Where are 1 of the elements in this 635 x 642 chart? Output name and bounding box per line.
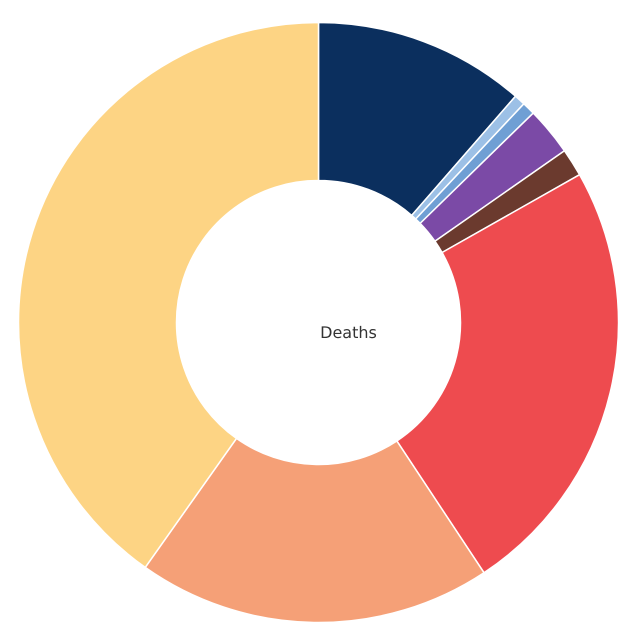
text: Deaths [320, 323, 377, 342]
